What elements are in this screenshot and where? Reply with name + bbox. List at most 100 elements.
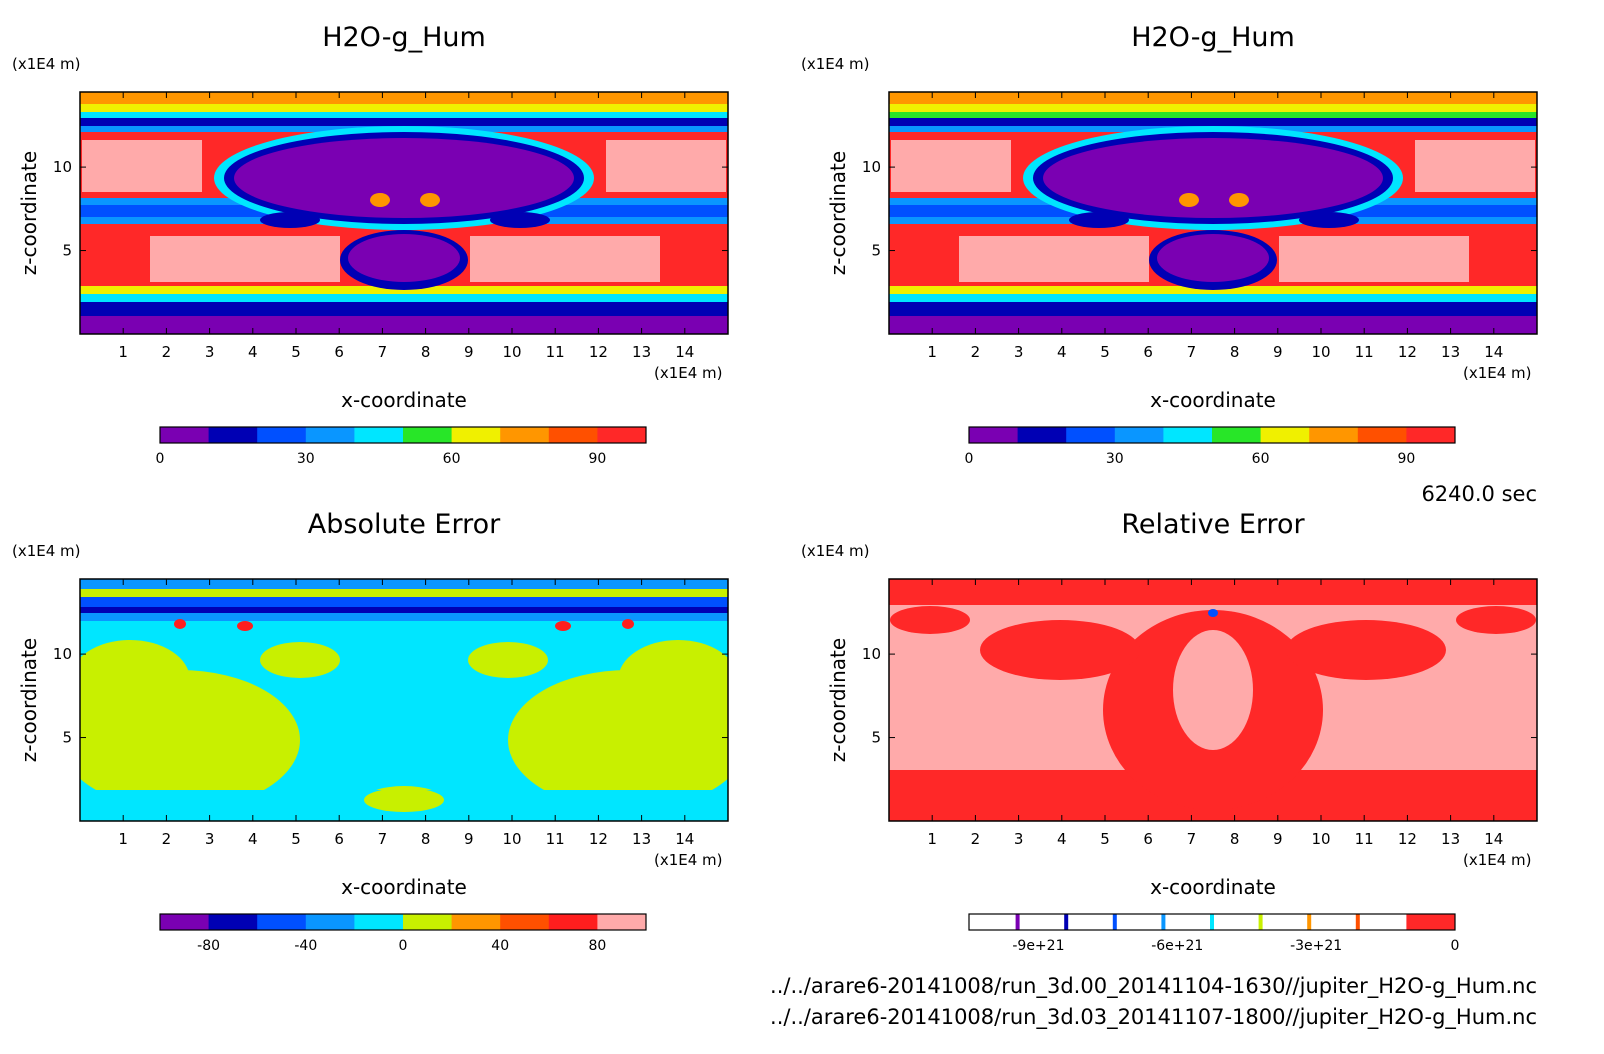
colorbar-swatch <box>257 427 307 443</box>
field-band <box>80 302 728 316</box>
y-tick-label: 10 <box>53 158 72 176</box>
y-axis-label: z-coordinate <box>17 151 41 275</box>
x-tick-label: 2 <box>971 830 981 848</box>
colorbar-swatch <box>1017 427 1067 443</box>
field-band <box>80 316 728 334</box>
colorbar-tick-label: -3e+21 <box>1290 938 1342 954</box>
x-tick-label: 2 <box>162 830 172 848</box>
field-region <box>891 140 1011 192</box>
field-region <box>1456 606 1536 634</box>
x-tick-label: 13 <box>632 343 651 361</box>
field-band <box>889 294 1537 302</box>
x-tick-label: 12 <box>589 343 608 361</box>
y-tick-label: 5 <box>871 729 881 747</box>
colorbar-frame <box>159 426 647 444</box>
colorbar-tick-label: 90 <box>1397 451 1415 467</box>
colorbar-swatch <box>969 427 1019 443</box>
colorbar-tick-label: 60 <box>1252 451 1270 467</box>
x-tick-label: 9 <box>464 830 474 848</box>
field-region <box>80 640 190 720</box>
colorbar-swatch <box>451 914 501 930</box>
x-tick-label: 4 <box>248 830 258 848</box>
colorbar-swatch <box>1017 914 1067 930</box>
x-tick-label: 6 <box>1143 343 1153 361</box>
x-tick-label: 13 <box>1441 830 1460 848</box>
colorbar-swatch <box>969 914 1019 930</box>
y-unit-label: (x1E4 m) <box>801 542 870 560</box>
colorbar-swatch <box>1406 914 1456 930</box>
y-axis-label: z-coordinate <box>17 638 41 762</box>
field-region <box>1179 193 1199 207</box>
colorbar: -80 -40 0 40 80 <box>159 913 647 954</box>
field-region <box>234 138 574 218</box>
x-axis-label: x-coordinate <box>341 388 467 412</box>
field-region <box>1173 630 1253 750</box>
colorbar-swatch <box>1406 427 1456 443</box>
colorbar-swatch <box>1309 914 1359 930</box>
field-band <box>80 92 728 104</box>
panel-title: Absolute Error <box>308 509 501 540</box>
x-tick-label: 2 <box>162 343 172 361</box>
colorbar-swatch <box>548 914 598 930</box>
x-tick-label: 7 <box>378 830 388 848</box>
colorbar-level-line <box>1210 914 1214 930</box>
colorbar-swatch <box>1066 914 1116 930</box>
field-region <box>1208 609 1218 617</box>
x-tick-label: 10 <box>1311 830 1330 848</box>
field-band <box>889 579 1537 605</box>
x-unit-label: (x1E4 m) <box>654 851 723 869</box>
x-axis-label: x-coordinate <box>1150 875 1276 899</box>
field-region <box>174 619 186 629</box>
colorbar-frame <box>159 913 647 931</box>
y-tick-label: 10 <box>53 645 72 663</box>
field-region <box>1299 212 1359 228</box>
colorbar-swatch <box>1260 914 1310 930</box>
field-region <box>1229 193 1249 207</box>
x-tick-label: 9 <box>1273 830 1283 848</box>
colorbar-swatch <box>403 914 453 930</box>
field-region <box>959 236 1149 282</box>
x-tick-label: 13 <box>1441 343 1460 361</box>
colorbar-swatch <box>208 427 258 443</box>
x-tick-label: 7 <box>378 343 388 361</box>
field-region <box>260 212 320 228</box>
colorbar-swatch <box>1212 427 1262 443</box>
field-band <box>889 118 1537 126</box>
colorbar-tick-label: -9e+21 <box>1012 938 1064 954</box>
x-axis-label: x-coordinate <box>341 875 467 899</box>
x-tick-label: 7 <box>1187 830 1197 848</box>
x-tick-label: 11 <box>1355 343 1374 361</box>
colorbar-tick-label: 60 <box>443 451 461 467</box>
colorbar-swatch <box>403 427 453 443</box>
field-band <box>80 118 728 126</box>
colorbar-swatch <box>1357 427 1407 443</box>
x-unit-label: (x1E4 m) <box>1463 851 1532 869</box>
field-band <box>80 104 728 112</box>
colorbar-tick-label: 0 <box>1451 938 1460 954</box>
colorbar-swatch <box>1066 427 1116 443</box>
colorbar-frame <box>968 426 1456 444</box>
colorbar-tick-label: 0 <box>965 451 974 467</box>
panel-h2o-g-hum-run00: H2O-g_Hum (x1E4 m) <box>12 22 729 467</box>
x-tick-label: 14 <box>1484 343 1503 361</box>
colorbar-swatch <box>1212 914 1262 930</box>
field-band <box>80 597 728 607</box>
field-band <box>889 104 1537 112</box>
x-tick-label: 8 <box>1230 830 1240 848</box>
colorbar-swatch <box>500 914 550 930</box>
y-unit-label: (x1E4 m) <box>12 55 81 73</box>
x-tick-label: 5 <box>1100 343 1110 361</box>
x-tick-label: 9 <box>464 343 474 361</box>
x-tick-label: 1 <box>927 343 937 361</box>
field-region <box>622 619 634 629</box>
y-unit-label: (x1E4 m) <box>801 55 870 73</box>
x-tick-label: 1 <box>118 343 128 361</box>
colorbar-tick-label: 30 <box>1106 451 1124 467</box>
x-tick-label: 11 <box>546 830 565 848</box>
file-path-2: ../../arare6-20141008/run_3d.03_20141107… <box>770 1005 1537 1030</box>
panel-title: H2O-g_Hum <box>322 22 486 53</box>
field-region <box>1279 236 1469 282</box>
colorbar-swatch <box>1260 427 1310 443</box>
colorbar-swatch <box>1114 427 1164 443</box>
